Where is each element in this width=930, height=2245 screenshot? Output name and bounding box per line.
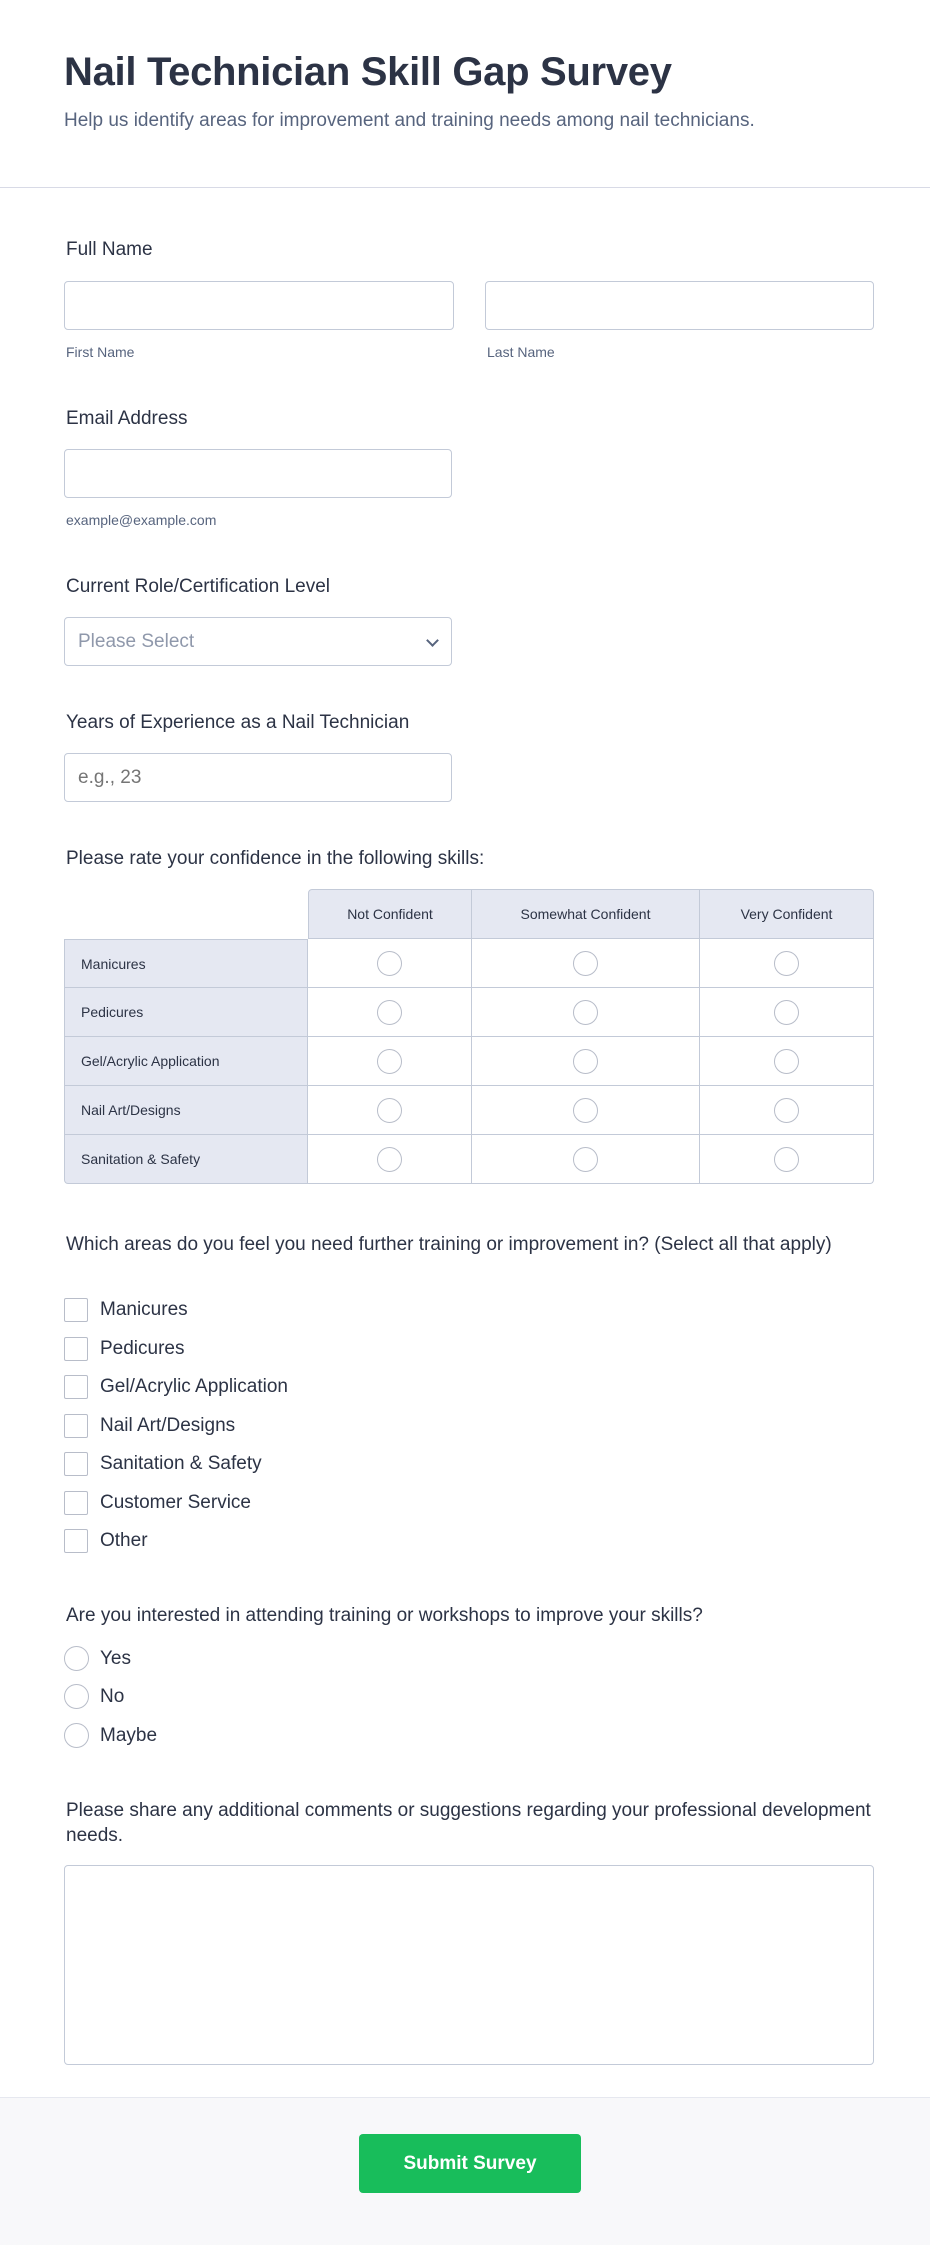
- checkbox-option[interactable]: Pedicures: [64, 1337, 185, 1361]
- last-name-input[interactable]: [485, 281, 874, 330]
- chevron-down-icon: [426, 634, 439, 647]
- matrix-row-label: Gel/Acrylic Application: [64, 1037, 308, 1086]
- comments-textarea[interactable]: [64, 1865, 874, 2065]
- radio-button[interactable]: [377, 1146, 402, 1172]
- first-name-input[interactable]: [64, 281, 454, 330]
- radio-button[interactable]: [573, 999, 598, 1025]
- radio-button[interactable]: [774, 950, 799, 976]
- skills-matrix: Not Confident Somewhat Confident Very Co…: [64, 889, 874, 1184]
- email-hint: example@example.com: [66, 512, 217, 528]
- radio-button[interactable]: [64, 1646, 89, 1671]
- workshops-label: Are you interested in attending training…: [66, 1605, 703, 1626]
- matrix-row: Manicures: [64, 939, 874, 988]
- checkbox[interactable]: [64, 1452, 88, 1476]
- years-label: Years of Experience as a Nail Technician: [66, 712, 410, 733]
- radio-button[interactable]: [64, 1684, 89, 1709]
- checkbox[interactable]: [64, 1337, 88, 1361]
- radio-button[interactable]: [774, 1048, 799, 1074]
- radio-button[interactable]: [64, 1723, 89, 1748]
- radio-button[interactable]: [573, 950, 598, 976]
- email-label: Email Address: [66, 408, 188, 429]
- radio-button[interactable]: [573, 1146, 598, 1172]
- radio-button[interactable]: [774, 999, 799, 1025]
- radio-button[interactable]: [377, 950, 402, 976]
- role-label: Current Role/Certification Level: [66, 576, 331, 597]
- header-divider: [0, 187, 930, 188]
- matrix-row-label: Pedicures: [64, 988, 308, 1037]
- training-areas-label: Which areas do you feel you need further…: [66, 1234, 832, 1255]
- matrix-col-header: Not Confident: [308, 889, 472, 939]
- checkbox[interactable]: [64, 1491, 88, 1515]
- checkbox[interactable]: [64, 1529, 88, 1553]
- matrix-row: Sanitation & Safety: [64, 1135, 874, 1184]
- checkbox[interactable]: [64, 1414, 88, 1438]
- checkbox-option[interactable]: Sanitation & Safety: [64, 1452, 262, 1476]
- matrix-row: Gel/Acrylic Application: [64, 1037, 874, 1086]
- checkbox-option[interactable]: Nail Art/Designs: [64, 1414, 235, 1438]
- radio-button[interactable]: [377, 1097, 402, 1123]
- checkbox-option[interactable]: Customer Service: [64, 1491, 251, 1515]
- radio-button[interactable]: [377, 1048, 402, 1074]
- role-selected-value: Please Select: [78, 631, 195, 652]
- checkbox[interactable]: [64, 1298, 88, 1322]
- radio-button[interactable]: [573, 1097, 598, 1123]
- matrix-row-label: Nail Art/Designs: [64, 1086, 308, 1135]
- radio-option[interactable]: Yes: [64, 1646, 131, 1671]
- matrix-row: Nail Art/Designs: [64, 1086, 874, 1135]
- radio-option[interactable]: Maybe: [64, 1723, 157, 1748]
- full-name-label: Full Name: [66, 239, 153, 260]
- radio-button[interactable]: [774, 1097, 799, 1123]
- matrix-col-header: Somewhat Confident: [472, 889, 700, 939]
- checkbox[interactable]: [64, 1375, 88, 1399]
- last-name-sublabel: Last Name: [487, 344, 555, 360]
- email-input[interactable]: [64, 449, 452, 498]
- checkbox-option[interactable]: Manicures: [64, 1298, 188, 1322]
- submit-button[interactable]: Submit Survey: [359, 2134, 581, 2193]
- radio-button[interactable]: [377, 999, 402, 1025]
- matrix-row-label: Manicures: [64, 939, 308, 988]
- comments-label: Please share any additional comments or …: [66, 1800, 871, 1846]
- years-input[interactable]: [64, 753, 452, 802]
- page-subtitle: Help us identify areas for improvement a…: [64, 110, 755, 131]
- page-title: Nail Technician Skill Gap Survey: [64, 50, 672, 94]
- matrix-label: Please rate your confidence in the follo…: [66, 848, 485, 869]
- first-name-sublabel: First Name: [66, 344, 135, 360]
- radio-button[interactable]: [774, 1146, 799, 1172]
- checkbox-option[interactable]: Other: [64, 1529, 148, 1553]
- radio-option[interactable]: No: [64, 1684, 124, 1709]
- checkbox-option[interactable]: Gel/Acrylic Application: [64, 1375, 288, 1399]
- matrix-row: Pedicures: [64, 988, 874, 1037]
- matrix-row-label: Sanitation & Safety: [64, 1135, 308, 1184]
- radio-button[interactable]: [573, 1048, 598, 1074]
- role-select[interactable]: Please Select: [64, 617, 452, 666]
- matrix-col-header: Very Confident: [700, 889, 874, 939]
